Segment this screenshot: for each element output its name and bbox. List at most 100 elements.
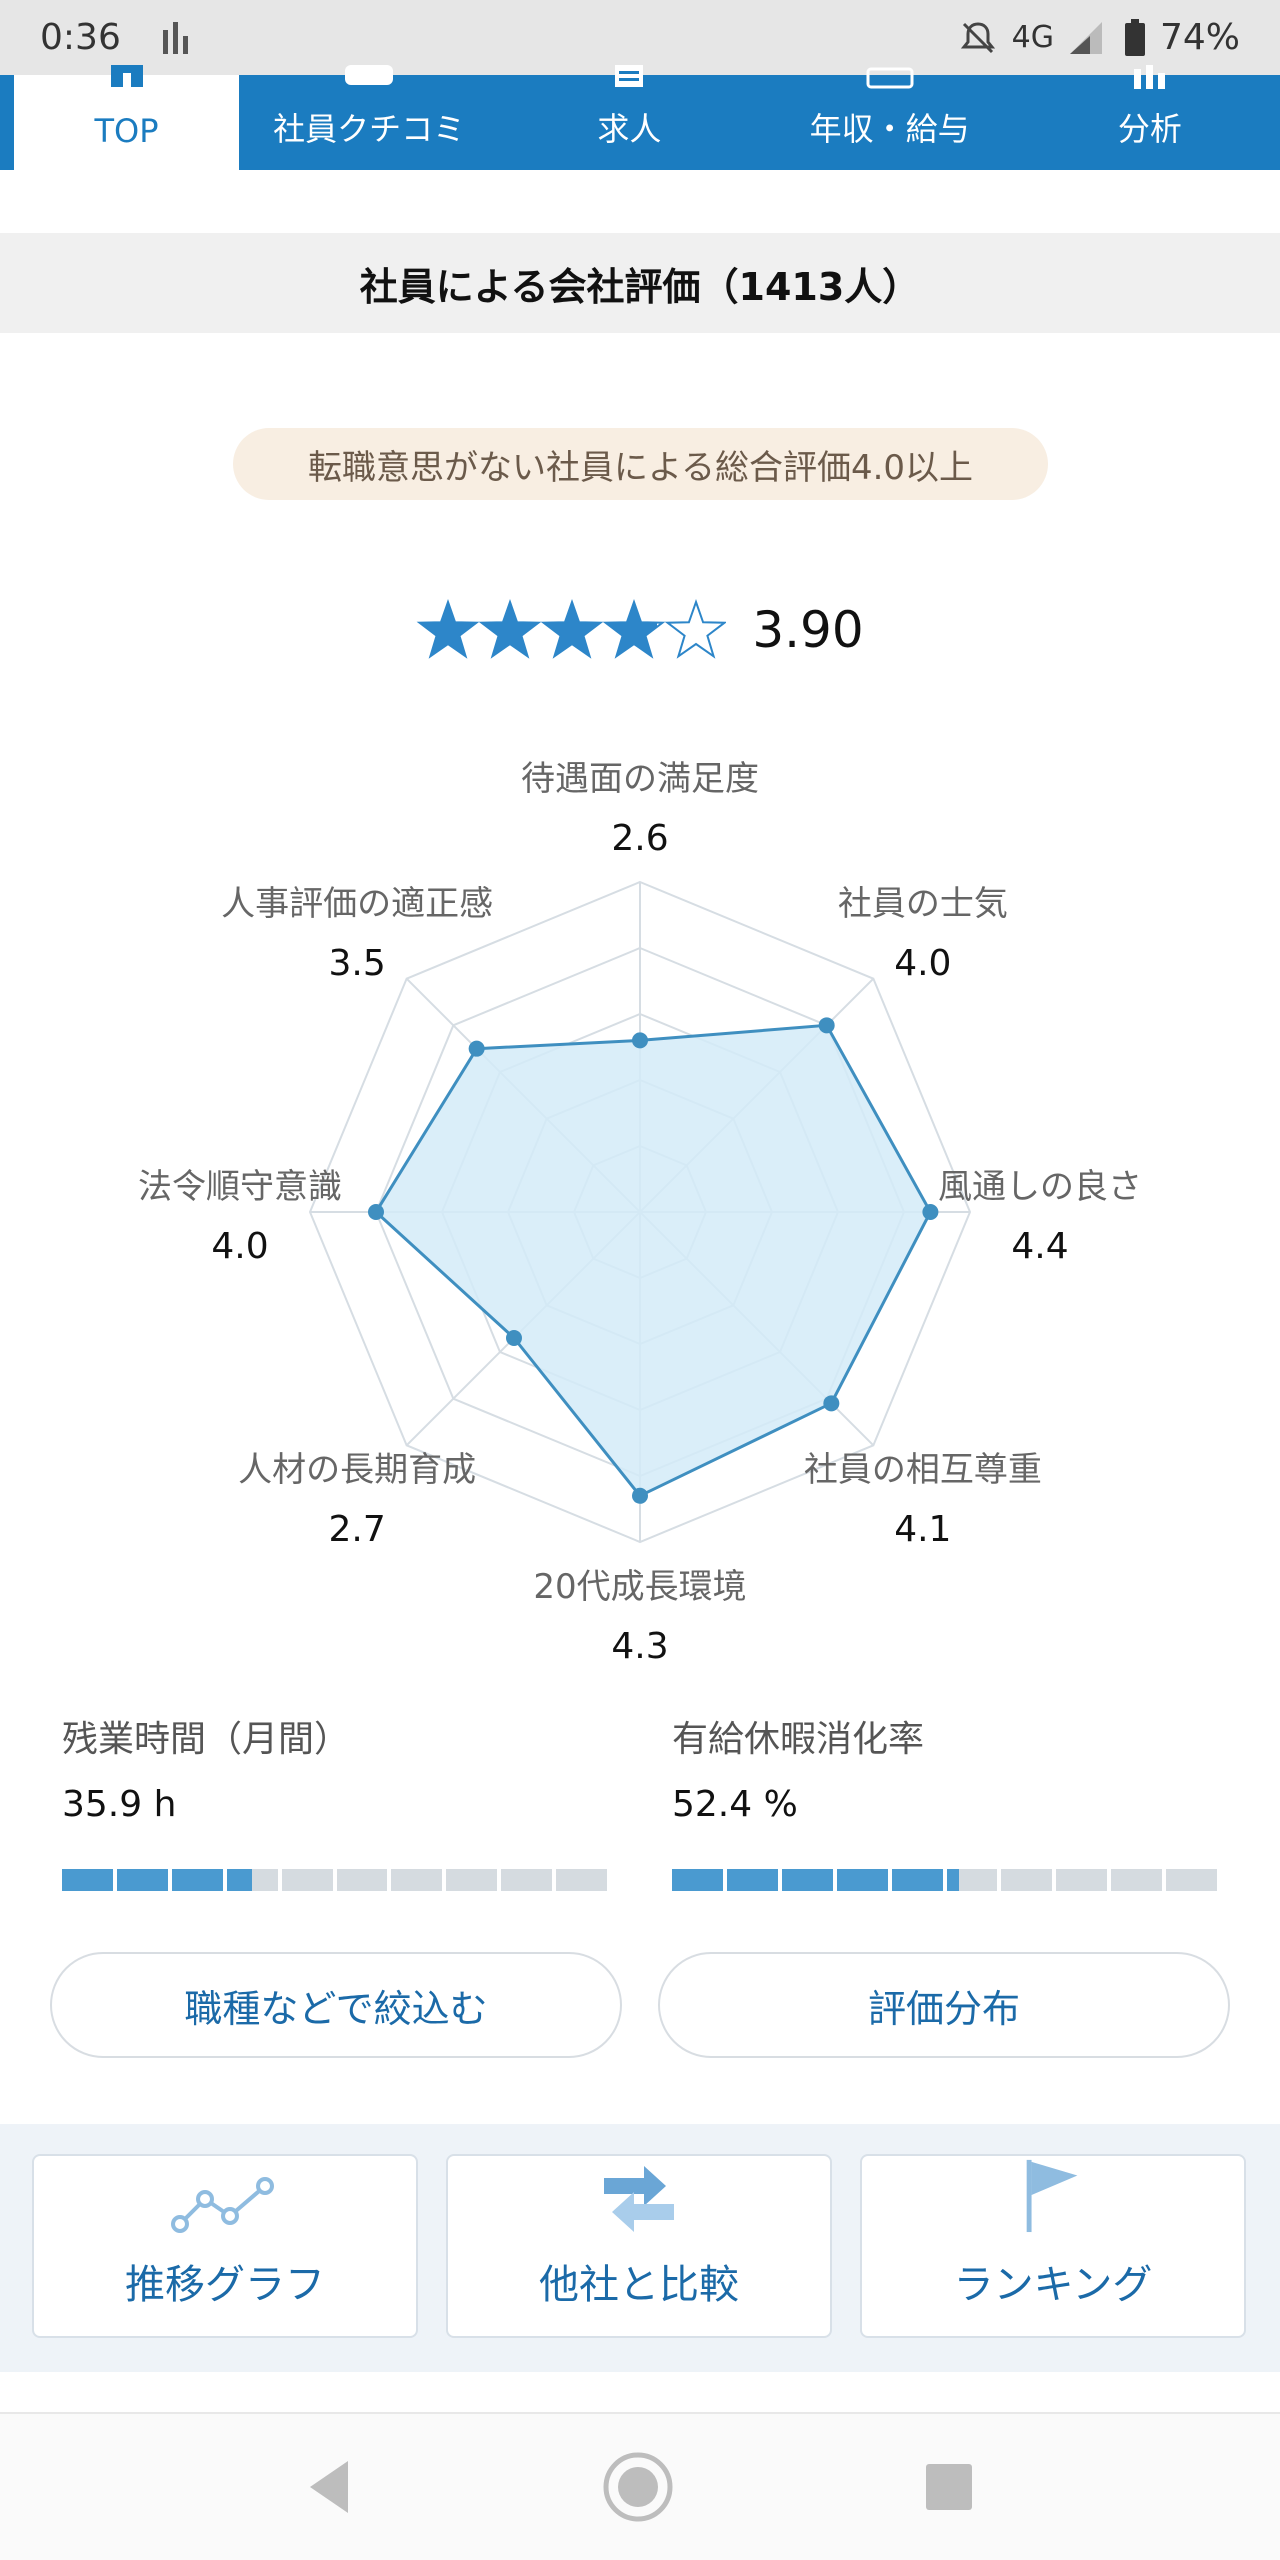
tab-salary-label: 年収・給与 [809,110,970,148]
cell-signal-icon [1069,21,1102,54]
back-icon[interactable] [304,2457,354,2517]
bar-segment [226,1869,278,1891]
bar-segment [336,1869,388,1891]
bar-segment-fill [946,1869,959,1891]
recents-icon[interactable] [922,2460,976,2514]
radar-point [632,1487,648,1504]
radar-point [818,1017,835,1034]
overtime-value: 35.9 h [62,1784,177,1825]
tab-jobs-label: 求人 [597,110,662,148]
radar-axis-value: 2.7 [329,1509,386,1550]
system-nav-bar [0,2412,1280,2560]
radar-axis-value: 4.0 [211,1226,268,1267]
bar-segment [836,1869,888,1891]
tab-analysis-label: 分析 [1117,110,1182,148]
overtime-bar [62,1869,608,1891]
status-right: 4G 74% [958,17,1240,58]
overall-rating: 3.90 [0,590,1280,670]
tools-panel: 推移グラフ 他社と比較 ランキング [0,2124,1280,2372]
bar-segment [1166,1869,1218,1891]
tab-top[interactable]: TOP [14,65,239,170]
paid-leave-label: 有給休暇消化率 [672,1719,925,1760]
radar-labels: 待遇面の満足度 2.6 社員の士気 4.0 風通しの良さ 4.4 社員の相互尊重 4.1 20代… [138,759,1142,1660]
tab-reviews-label: 社員クチコミ [273,110,466,148]
tab-top-label: TOP [94,112,159,150]
star-icon [602,598,666,659]
bar-chart-icon [1133,65,1165,89]
status-time: 0:36 [40,17,121,58]
flag-icon [1026,2159,1078,2233]
star-icon [664,598,727,659]
ranking-label: ランキング [953,2262,1153,2308]
section-title: 社員による会社評価（1413人） [0,233,1280,333]
bar-segment [891,1869,943,1891]
paid-leave-value: 52.4 % [672,1784,798,1825]
bar-segment [62,1869,113,1891]
radar-points [368,1017,939,1504]
top-nav: TOP 社員クチコミ 求人 年収・給与 分析 [0,65,1280,170]
filter-by-job-button[interactable]: 職種などで絞込む [50,1952,622,2058]
radar-axis-value: 4.0 [894,943,951,984]
tab-jobs[interactable]: 求人 [499,65,759,170]
bar-segment-fill [62,1869,113,1891]
paid-leave-stat: 有給休暇消化率 52.4 % [672,1710,1218,1891]
bar-segment [672,1869,723,1891]
radar-axis-label: 人材の長期育成 [238,1450,476,1490]
radar-axis-label: 風通しの良さ [938,1167,1142,1207]
battery-icon [1124,18,1145,56]
tab-salary[interactable]: 年収・給与 [760,67,1020,170]
network-type: 4G [1011,20,1054,55]
radar-axis-label: 法令順守意識 [138,1167,342,1207]
bar-segment [1111,1869,1163,1891]
bar-segment-fill [226,1869,253,1891]
radar-axis-label: 社員の相互尊重 [804,1450,1042,1490]
rating-score: 3.90 [752,601,864,659]
bar-segment-fill [836,1869,888,1891]
bar-segment [1001,1869,1053,1891]
radar-point [632,1032,648,1049]
star-icon [540,598,604,659]
status-bar: 0:36 4G 74% [0,0,1280,75]
bar-segment-fill [891,1869,943,1891]
overtime-stat: 残業時間（月間） 35.9 h [62,1710,608,1891]
tab-analysis[interactable]: 分析 [1020,65,1280,170]
rating-badge: 転職意思がない社員による総合評価4.0以上 [233,428,1048,500]
bar-segment-fill [116,1869,168,1891]
paid-leave-bar [672,1869,1218,1891]
radar-area [374,1023,933,1498]
compare-button[interactable]: 他社と比較 [446,2154,832,2338]
radar-axis-label: 20代成長環境 [533,1567,746,1607]
bar-segment-fill [781,1869,833,1891]
bar-segment [726,1869,778,1891]
radar-axis-value: 4.1 [894,1509,951,1550]
bar-segment-fill [726,1869,778,1891]
radar-point [505,1330,522,1347]
battery-level: 74% [1159,17,1240,58]
bar-segment [556,1869,608,1891]
ranking-button[interactable]: ランキング [860,2154,1246,2338]
trend-graph-button[interactable]: 推移グラフ [32,2154,418,2338]
bar-segment [946,1869,998,1891]
radar-point [368,1204,384,1220]
bar-segment-fill [171,1869,223,1891]
bar-segment [171,1869,223,1891]
bar-segment [281,1869,333,1891]
radar-axis-value: 3.5 [329,943,386,984]
tab-reviews[interactable]: 社員クチコミ [239,65,499,170]
radar-axis-label: 社員の士気 [838,884,1008,924]
radar-chart: 待遇面の満足度 2.6 社員の士気 4.0 風通しの良さ 4.4 社員の相互尊重 4.1 20代… [138,759,1142,1660]
bar-segment [391,1869,443,1891]
bar-segment [501,1869,553,1891]
bar-segment [1056,1869,1108,1891]
radar-axis-value: 2.6 [611,818,668,859]
rating-distribution-button[interactable]: 評価分布 [658,1952,1230,2058]
home-icon[interactable] [602,2451,674,2523]
trend-graph-label: 推移グラフ [125,2262,325,2308]
radar-axis-value: 4.3 [611,1626,668,1660]
radar-axis-label: 待遇面の満足度 [521,759,759,799]
radar-point [823,1395,840,1412]
bar-segment [446,1869,498,1891]
swap-arrows-icon [604,2166,674,2232]
star-icon [416,598,480,659]
